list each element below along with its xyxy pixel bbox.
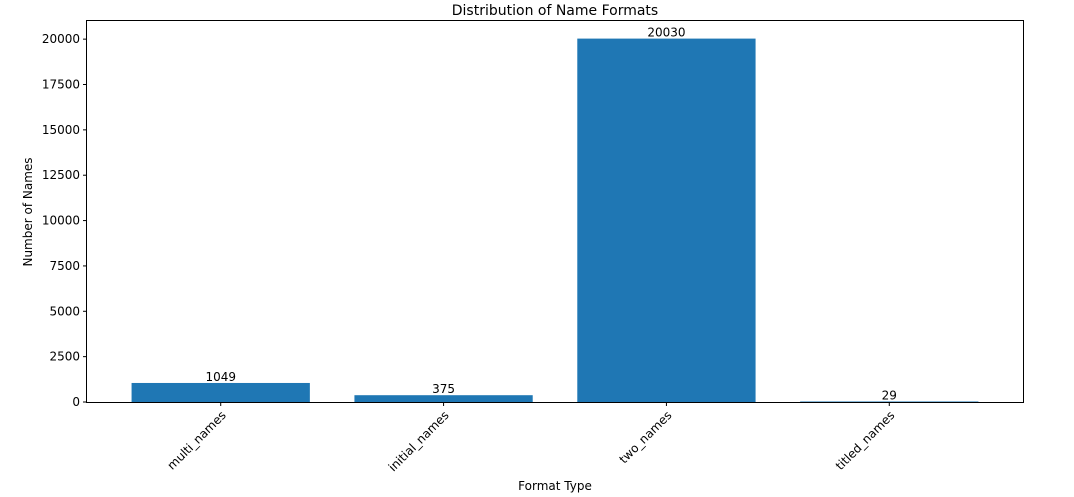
y-axis-label: Number of Names bbox=[21, 157, 35, 266]
y-tick-label: 10000 bbox=[42, 214, 80, 228]
bar-initial_names bbox=[354, 395, 533, 402]
y-tick-label: 15000 bbox=[42, 123, 80, 137]
data-label-two_names: 20030 bbox=[647, 26, 685, 40]
y-tick-label: 2500 bbox=[49, 350, 80, 364]
x-tick-label: titled_names bbox=[833, 408, 898, 473]
y-tick-label: 7500 bbox=[49, 259, 80, 273]
plot-frame bbox=[86, 20, 1024, 403]
x-axis-label: Format Type bbox=[518, 479, 592, 493]
y-tick-label: 20000 bbox=[42, 32, 80, 46]
x-tick-label: initial_names bbox=[386, 408, 452, 474]
y-tick-label: 17500 bbox=[42, 78, 80, 92]
x-tick-label: multi_names bbox=[165, 408, 229, 472]
bar-two_names bbox=[577, 38, 756, 402]
data-label-initial_names: 375 bbox=[432, 382, 455, 396]
chart-title: Distribution of Name Formats bbox=[452, 3, 658, 19]
data-labels-group: 1049 375 20030 29 bbox=[205, 26, 896, 403]
x-axis: multi_names initial_names two_names titled_… bbox=[165, 402, 898, 474]
bar-multi_names bbox=[131, 382, 310, 402]
y-tick-label: 5000 bbox=[49, 304, 80, 318]
bar-titled_names bbox=[800, 401, 979, 402]
y-axis: 0 2500 5000 7500 10000 12500 15000 17500 20000 bbox=[42, 32, 87, 409]
data-label-titled_names: 29 bbox=[882, 388, 897, 402]
x-tick-label: two_names bbox=[616, 408, 674, 466]
y-tick-label: 12500 bbox=[42, 168, 80, 182]
data-label-multi_names: 1049 bbox=[205, 370, 236, 384]
y-tick-label: 0 bbox=[72, 395, 80, 409]
bars-group bbox=[131, 38, 979, 402]
